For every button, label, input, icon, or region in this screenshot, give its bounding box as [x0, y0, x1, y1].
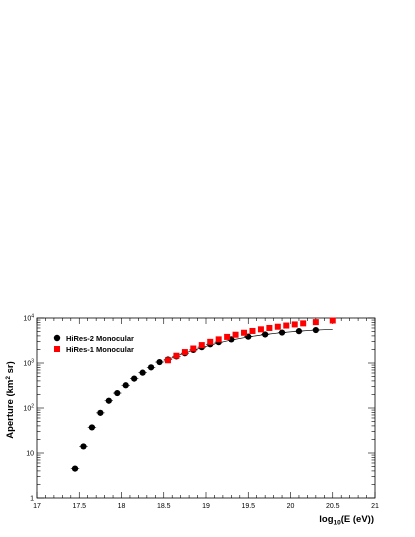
- hires2-point: [278, 329, 286, 336]
- x-axis-ticks: [36, 318, 376, 498]
- y-tick-label: 102: [23, 404, 34, 413]
- y-tick-label-base: 10: [23, 361, 31, 368]
- hires1-point: [198, 342, 205, 349]
- hires1-point: [173, 352, 180, 359]
- hires2-point: [88, 424, 96, 431]
- hires1-point: [224, 333, 231, 340]
- x-tick-label: 18: [118, 503, 126, 510]
- hires2-point: [156, 358, 163, 366]
- x-axis-title-subscript: 10: [334, 520, 342, 527]
- hires2-point: [80, 443, 87, 450]
- x-tick-label: 20: [287, 503, 295, 510]
- hires2-point: [295, 328, 303, 335]
- hires1-point: [300, 320, 307, 327]
- data-points: [70, 317, 336, 472]
- y-axis-ticks: [37, 317, 375, 499]
- y-tick-label-base: 10: [23, 406, 31, 413]
- y-tick-label-exponent: 4: [31, 314, 34, 320]
- hires2-point: [105, 397, 112, 404]
- hires1-point: [232, 331, 239, 338]
- x-axis-tick-labels: 17 17.5 18 18.5 19 19.5 20 20.5 21: [33, 503, 379, 510]
- hires2-point: [131, 375, 138, 382]
- hires2-point: [312, 326, 319, 334]
- hires1-point: [164, 357, 171, 364]
- hires2-point: [97, 409, 104, 416]
- y-tick-label: 1: [30, 496, 34, 503]
- hires1-point: [329, 317, 336, 324]
- hires1-point: [215, 336, 222, 343]
- x-tick-label: 21: [371, 503, 379, 510]
- hires2-point: [71, 465, 79, 472]
- hires1-point: [207, 338, 214, 345]
- y-tick-label-exponent: 3: [31, 359, 34, 365]
- hires1-point: [190, 345, 197, 352]
- y-tick-label-base: 1: [30, 496, 34, 503]
- y-tick-label-exponent: 2: [31, 404, 34, 410]
- hires1-point: [249, 327, 256, 334]
- y-axis-title-main: Aperture (km: [5, 380, 16, 439]
- hires1-point: [266, 324, 273, 331]
- x-tick-label: 19: [202, 503, 210, 510]
- x-axis-title: log10(E (eV)): [319, 514, 374, 527]
- x-tick-label: 17.5: [72, 503, 86, 510]
- x-tick-label: 18.5: [157, 503, 171, 510]
- hires2-point: [122, 382, 129, 389]
- y-axis-title-superscript: 2: [5, 376, 12, 380]
- y-axis-title: Aperture (km2 sr): [5, 361, 16, 439]
- hires2-point: [114, 389, 121, 397]
- y-tick-label-base: 10: [26, 451, 34, 458]
- legend-marker-hires2: [53, 334, 61, 342]
- x-tick-label: 19.5: [241, 503, 255, 510]
- x-tick-label: 17: [33, 503, 41, 510]
- legend: HiRes-2 Monocular HiRes-1 Monocular: [53, 334, 134, 354]
- hires1-point: [181, 349, 188, 356]
- hires1-point: [274, 323, 281, 330]
- hires1-point: [283, 322, 290, 329]
- x-axis-title-rest: (E (eV)): [341, 514, 374, 525]
- legend-label-hires2: HiRes-2 Monocular: [66, 334, 134, 343]
- x-axis-title-main: log: [319, 514, 333, 525]
- hires2-point: [139, 369, 146, 376]
- legend-marker-hires1: [54, 346, 60, 352]
- y-tick-label: 104: [23, 314, 34, 323]
- y-tick-label: 10: [26, 451, 34, 458]
- hires1-point: [312, 319, 319, 326]
- hires2-point: [262, 331, 269, 338]
- y-tick-label-base: 10: [23, 316, 31, 323]
- hires1-point: [291, 321, 298, 328]
- hires1-point: [241, 329, 248, 336]
- hires2-point: [147, 364, 155, 371]
- y-tick-label: 103: [23, 359, 34, 368]
- hires1-point: [257, 326, 264, 333]
- y-axis-title-rest: sr): [5, 361, 16, 376]
- legend-label-hires1: HiRes-1 Monocular: [66, 345, 134, 354]
- x-tick-label: 20.5: [326, 503, 340, 510]
